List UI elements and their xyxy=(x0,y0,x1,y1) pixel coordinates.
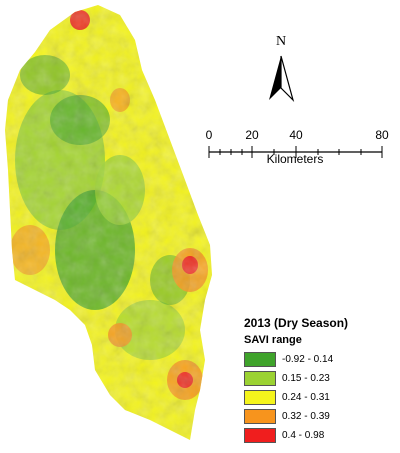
legend-swatch xyxy=(244,428,276,443)
legend-label: 0.32 - 0.39 xyxy=(282,411,330,422)
legend-swatch xyxy=(244,352,276,367)
north-arrow: N xyxy=(259,34,303,104)
scale-bar: 0 20 40 80 Kilometers xyxy=(200,128,390,172)
legend: 2013 (Dry Season) SAVI range -0.92 - 0.1… xyxy=(244,316,394,445)
legend-item: 0.24 - 0.31 xyxy=(244,388,394,407)
scale-tick-label: 40 xyxy=(289,128,303,142)
scale-tick-label: 80 xyxy=(375,128,389,142)
legend-item: 0.4 - 0.98 xyxy=(244,426,394,445)
legend-item: 0.32 - 0.39 xyxy=(244,407,394,426)
map-raster xyxy=(5,5,212,440)
legend-swatch xyxy=(244,409,276,424)
legend-label: 0.24 - 0.31 xyxy=(282,392,330,403)
legend-swatch xyxy=(244,390,276,405)
legend-label: -0.92 - 0.14 xyxy=(282,354,334,365)
scale-units-label: Kilometers xyxy=(266,152,324,166)
legend-subtitle: SAVI range xyxy=(244,334,302,346)
legend-swatch xyxy=(244,371,276,386)
north-arrow-icon xyxy=(269,55,295,103)
scale-tick-label: 20 xyxy=(245,128,259,142)
legend-label: 0.15 - 0.23 xyxy=(282,373,330,384)
legend-label: 0.4 - 0.98 xyxy=(282,430,325,441)
legend-title: 2013 (Dry Season) xyxy=(244,316,349,330)
legend-item: -0.92 - 0.14 xyxy=(244,350,394,369)
scale-bar-graphic xyxy=(208,146,383,158)
legend-item: 0.15 - 0.23 xyxy=(244,369,394,388)
north-letter: N xyxy=(275,34,287,49)
scale-tick-label: 0 xyxy=(205,128,213,142)
